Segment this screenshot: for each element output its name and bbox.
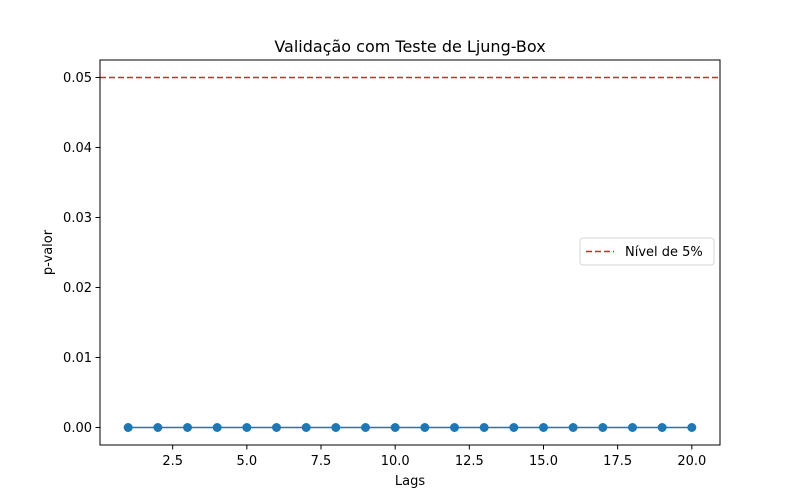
data-point-lag-15 bbox=[538, 423, 548, 432]
data-point-lag-8 bbox=[331, 423, 341, 432]
y-tick-label: 0.04 bbox=[63, 141, 92, 156]
y-tick-label: 0.01 bbox=[63, 351, 92, 366]
data-point-lag-17 bbox=[598, 423, 608, 432]
y-tick-label: 0.03 bbox=[63, 211, 92, 226]
data-point-lag-11 bbox=[420, 423, 430, 432]
y-tick-label: 0.00 bbox=[63, 421, 92, 436]
x-tick-label: 7.5 bbox=[311, 454, 332, 469]
legend: Nível de 5% bbox=[579, 237, 715, 266]
data-point-lag-1 bbox=[123, 423, 133, 432]
x-tick-label: 17.5 bbox=[603, 454, 632, 469]
data-point-lag-18 bbox=[627, 423, 637, 432]
plot-frame bbox=[99, 59, 721, 446]
data-series bbox=[123, 423, 697, 432]
y-axis-label: p-valor bbox=[41, 229, 56, 275]
x-tick-label: 5.0 bbox=[236, 454, 257, 469]
data-point-lag-9 bbox=[361, 423, 371, 432]
data-point-lag-4 bbox=[212, 423, 222, 432]
data-point-lag-10 bbox=[390, 423, 400, 432]
data-point-lag-2 bbox=[153, 423, 163, 432]
y-tick-label: 0.02 bbox=[63, 281, 92, 296]
x-tick-label: 15.0 bbox=[529, 454, 558, 469]
legend-label-reference-line: Nível de 5% bbox=[625, 245, 703, 260]
data-point-lag-3 bbox=[183, 423, 193, 432]
x-tick-label: 12.5 bbox=[455, 454, 484, 469]
data-point-lag-20 bbox=[687, 423, 697, 432]
x-tick-label: 20.0 bbox=[677, 454, 706, 469]
data-point-lag-6 bbox=[272, 423, 282, 432]
y-tick-label: 0.05 bbox=[63, 71, 92, 86]
data-point-lag-14 bbox=[509, 423, 519, 432]
data-point-lag-19 bbox=[657, 423, 667, 432]
y-axis-ticks: 0.00 0.01 0.02 0.03 0.04 0.05 bbox=[63, 71, 100, 436]
x-axis-ticks: 2.5 5.0 7.5 10.0 12.5 15.0 17.5 20.0 bbox=[162, 445, 706, 469]
data-point-lag-13 bbox=[479, 423, 489, 432]
data-point-lag-12 bbox=[449, 423, 459, 432]
data-point-lag-5 bbox=[242, 423, 252, 432]
x-axis-label: Lags bbox=[395, 474, 425, 489]
data-point-lag-16 bbox=[568, 423, 578, 432]
data-point-lag-7 bbox=[301, 423, 311, 432]
legend-box bbox=[579, 237, 715, 266]
chart-title: Validação com Teste de Ljung-Box bbox=[274, 37, 545, 56]
x-tick-label: 2.5 bbox=[162, 454, 183, 469]
x-tick-label: 10.0 bbox=[381, 454, 410, 469]
